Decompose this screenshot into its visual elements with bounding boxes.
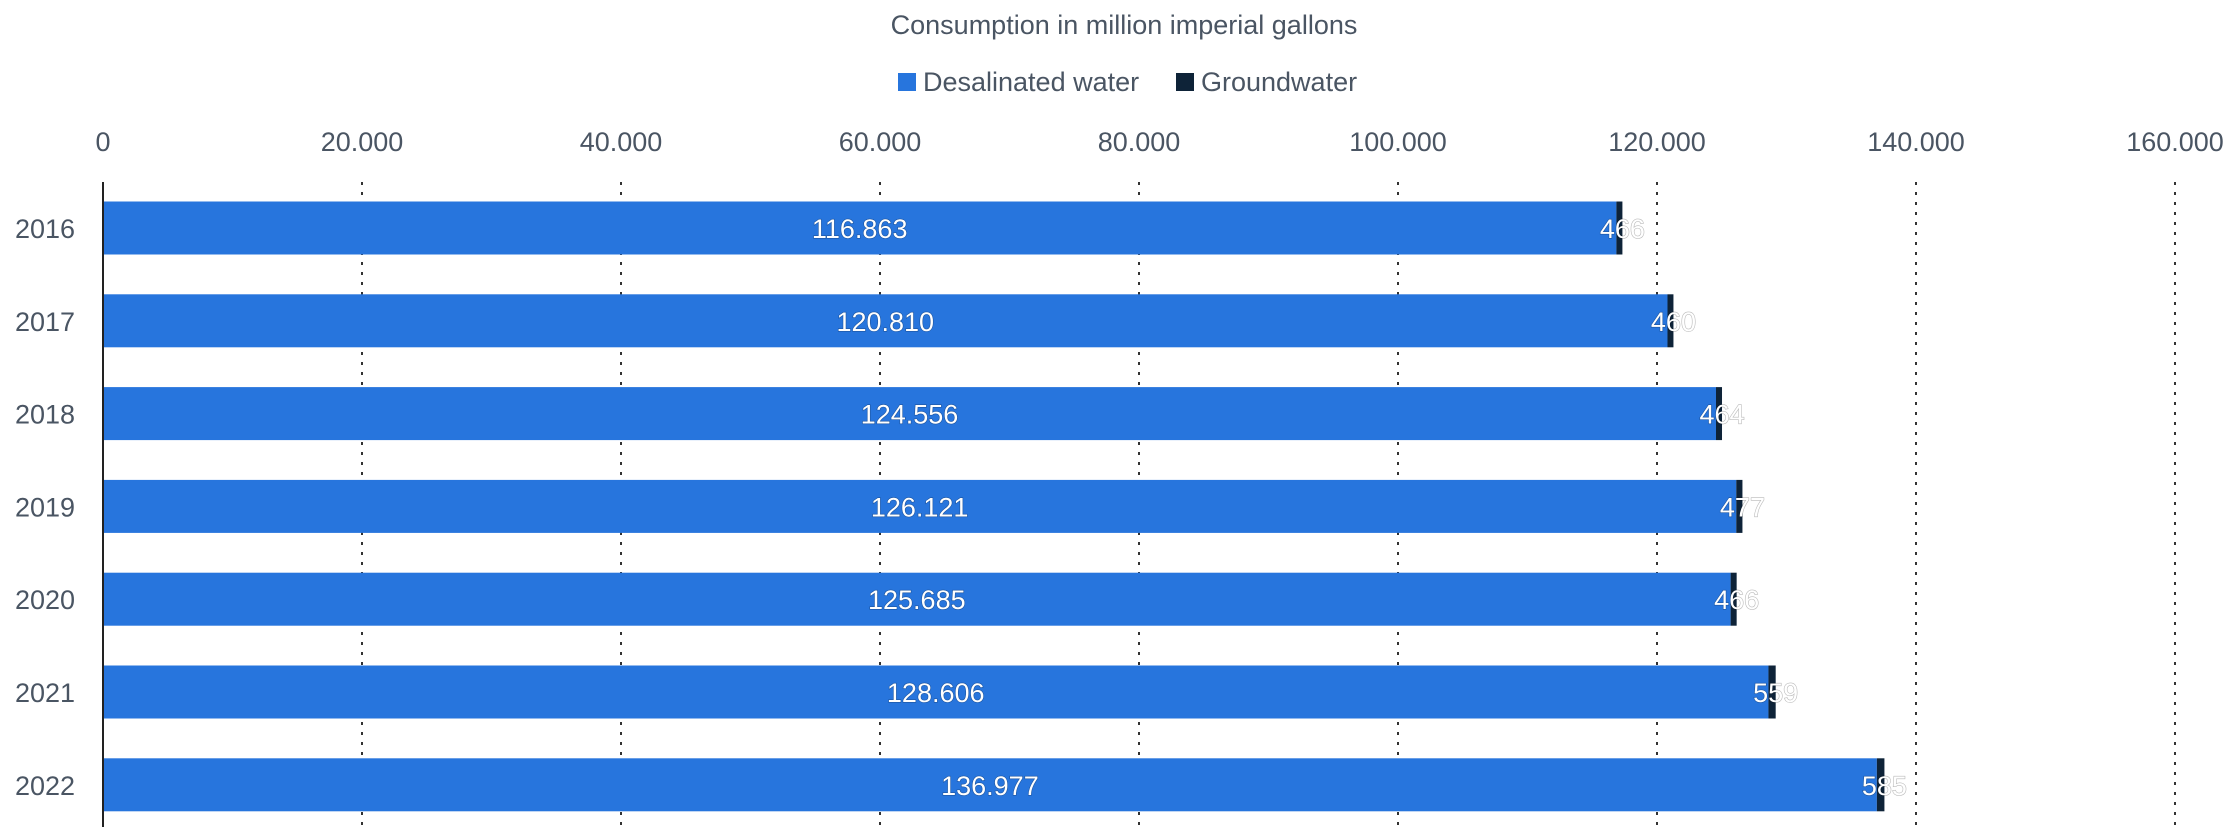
data-label-groundwater-2021: 559 (1753, 678, 1798, 708)
x-tick-label: 140.000 (1867, 127, 1965, 157)
bar-groundwater-2020 (1730, 572, 1737, 626)
category-label-2022: 2022 (15, 771, 75, 801)
data-label-groundwater-2016: 466 (1600, 214, 1645, 244)
data-label-desalinated-water-2019: 126.121 (871, 492, 969, 522)
bar-desalinated-water-2021 (103, 665, 1769, 719)
category-label-2016: 2016 (15, 214, 75, 244)
bar-desalinated-water-2018 (103, 387, 1717, 441)
data-label-groundwater-2019: 477 (1720, 492, 1765, 522)
x-tick-label: 0 (95, 127, 110, 157)
data-label-groundwater-2022: 585 (1862, 771, 1907, 801)
data-labels: 116.863 466 120.810 460 124.556 464 126.121 477… (811, 213, 1907, 801)
bar-groundwater-2018 (1716, 387, 1723, 441)
bar-groundwater-2022 (1876, 758, 1885, 812)
x-axis-title: Consumption in million imperial gallons (891, 10, 1358, 40)
data-label-desalinated-water-2020: 125.685 (868, 585, 966, 615)
bar-groundwater-2019 (1736, 479, 1743, 533)
legend-swatch-groundwater (1176, 73, 1194, 91)
x-tick-label: 120.000 (1608, 127, 1706, 157)
category-label-2019: 2019 (15, 492, 75, 522)
x-axis-ticks: 0 20.000 40.000 60.000 80.000 100.000 120.000 1… (95, 127, 2223, 157)
data-label-groundwater-2018: 464 (1699, 400, 1744, 430)
category-label-2020: 2020 (15, 585, 75, 615)
data-label-desalinated-water-2017: 120.810 (836, 307, 934, 337)
legend-swatch-desalinated-water (898, 73, 916, 91)
category-label-2017: 2017 (15, 307, 75, 337)
bar-groundwater-2016 (1616, 201, 1623, 255)
x-tick-label: 20.000 (321, 127, 404, 157)
bar-desalinated-water-2017 (103, 294, 1668, 348)
bar-desalinated-water-2016 (103, 201, 1617, 255)
data-label-desalinated-water-2022: 136.977 (941, 771, 1039, 801)
legend-label-desalinated-water: Desalinated water (923, 67, 1139, 97)
bar-groundwater-2017 (1667, 294, 1674, 348)
category-label-2018: 2018 (15, 400, 75, 430)
category-labels: 2016 2017 2018 2019 2020 2021 2022 (15, 214, 75, 801)
x-tick-label: 60.000 (839, 127, 922, 157)
data-label-desalinated-water-2021: 128.606 (887, 678, 985, 708)
data-label-groundwater-2020: 466 (1714, 585, 1759, 615)
x-tick-label: 80.000 (1098, 127, 1181, 157)
category-label-2021: 2021 (15, 678, 75, 708)
data-label-desalinated-water-2018: 124.556 (861, 400, 959, 430)
data-label-groundwater-2017: 460 (1651, 307, 1696, 337)
legend-label-groundwater: Groundwater (1201, 67, 1357, 97)
bar-desalinated-water-2019 (103, 479, 1737, 533)
bar-desalinated-water-2022 (103, 758, 1877, 812)
bar-desalinated-water-2020 (103, 572, 1731, 626)
bars (103, 201, 1885, 812)
data-label-desalinated-water-2016: 116.863 (812, 214, 908, 244)
x-tick-label: 40.000 (580, 127, 663, 157)
legend: Desalinated water Groundwater (898, 67, 1357, 97)
x-tick-label: 100.000 (1349, 127, 1447, 157)
x-tick-label: 160.000 (2126, 127, 2224, 157)
bar-groundwater-2021 (1768, 665, 1776, 719)
